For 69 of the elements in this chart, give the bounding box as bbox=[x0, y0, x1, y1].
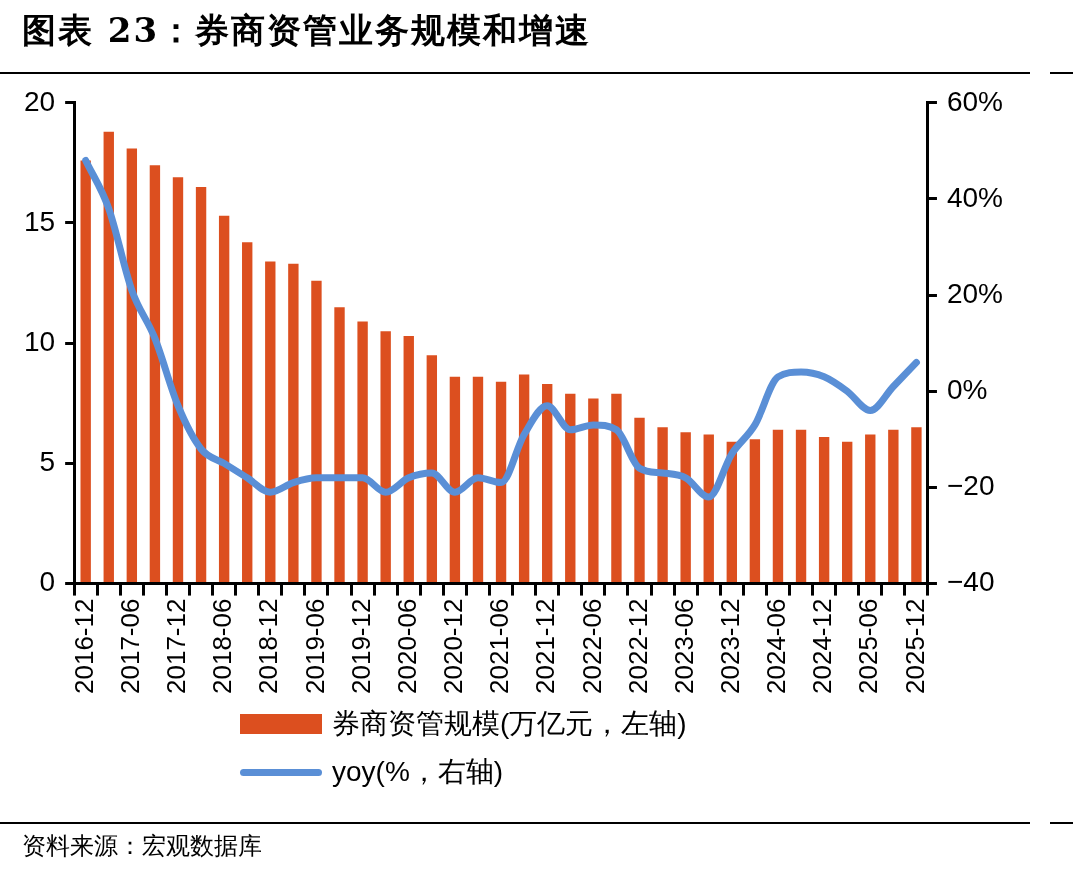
y-tick-label: 5 bbox=[39, 446, 56, 478]
bar bbox=[195, 186, 207, 583]
bar bbox=[103, 131, 114, 583]
x-tick-label: 2023-12 bbox=[714, 598, 745, 694]
bar bbox=[172, 177, 184, 583]
bar bbox=[334, 307, 345, 583]
x-tick-label: 2018-12 bbox=[253, 598, 284, 694]
bar bbox=[865, 434, 876, 583]
bar bbox=[311, 280, 322, 583]
x-tick-label: 2020-12 bbox=[438, 598, 469, 694]
bar bbox=[495, 381, 507, 583]
x-tick-label: 2019-06 bbox=[299, 598, 330, 694]
x-tick-label: 2017-12 bbox=[161, 598, 192, 694]
bar bbox=[542, 384, 553, 583]
bar bbox=[611, 393, 622, 583]
legend-label: yoy(%，右轴) bbox=[332, 755, 504, 789]
y2-tick-label: −20 bbox=[946, 470, 995, 502]
x-tick-label: 2025-06 bbox=[853, 598, 884, 694]
bar bbox=[565, 393, 576, 583]
x-tick-label: 2024-12 bbox=[807, 598, 838, 694]
bar bbox=[472, 376, 484, 583]
y2-tick-label: 40% bbox=[946, 181, 1004, 213]
text: 资料来源：宏观数据库 bbox=[22, 831, 262, 861]
bar bbox=[634, 417, 645, 583]
x-tick-label: 2023-06 bbox=[668, 598, 699, 694]
bar bbox=[795, 429, 807, 583]
y2-tick-label: 0% bbox=[946, 373, 988, 405]
x-tick-label: 2022-12 bbox=[622, 598, 653, 694]
chart-title: 图表 23：券商资管业务规模和增速 bbox=[22, 9, 592, 52]
bar bbox=[403, 335, 414, 583]
bar bbox=[449, 376, 461, 583]
legend-label: 券商资管规模(万亿元，左轴) bbox=[332, 707, 687, 741]
bar bbox=[772, 429, 784, 583]
bar bbox=[888, 429, 899, 583]
bar bbox=[357, 321, 368, 583]
x-tick-label: 2022-06 bbox=[576, 598, 607, 694]
bar bbox=[911, 427, 922, 583]
bar bbox=[242, 242, 253, 583]
y-tick-label: 0 bbox=[39, 566, 56, 598]
bar bbox=[703, 434, 714, 583]
x-tick-label: 2018-06 bbox=[207, 598, 238, 694]
x-tick-label: 2021-06 bbox=[484, 598, 515, 694]
bar bbox=[749, 439, 761, 583]
bar bbox=[657, 427, 668, 583]
x-tick-label: 2017-06 bbox=[115, 598, 146, 694]
bar bbox=[680, 432, 691, 583]
bar bbox=[588, 398, 599, 583]
bar bbox=[126, 148, 138, 583]
bar bbox=[149, 165, 161, 583]
bar bbox=[842, 441, 853, 583]
x-tick-label: 2024-06 bbox=[761, 598, 792, 694]
x-tick-label: 2025-12 bbox=[899, 598, 930, 694]
bar bbox=[288, 263, 299, 583]
y2-tick-label: −40 bbox=[946, 566, 995, 598]
bar bbox=[818, 436, 830, 583]
bar bbox=[380, 331, 391, 583]
x-tick-label: 2020-06 bbox=[391, 598, 422, 694]
x-tick-label: 2021-12 bbox=[530, 598, 561, 694]
x-tick-label: 2016-12 bbox=[68, 598, 99, 694]
y2-tick-label: 20% bbox=[946, 277, 1004, 309]
bar bbox=[265, 261, 276, 583]
y2-tick-label: 60% bbox=[946, 85, 1004, 117]
y-tick-label: 20 bbox=[23, 85, 56, 117]
y-tick-label: 10 bbox=[23, 325, 56, 357]
x-tick-label: 2019-12 bbox=[345, 598, 376, 694]
bar bbox=[218, 215, 230, 583]
bar bbox=[80, 160, 91, 583]
y-tick-label: 15 bbox=[23, 205, 56, 237]
bar bbox=[426, 355, 438, 583]
